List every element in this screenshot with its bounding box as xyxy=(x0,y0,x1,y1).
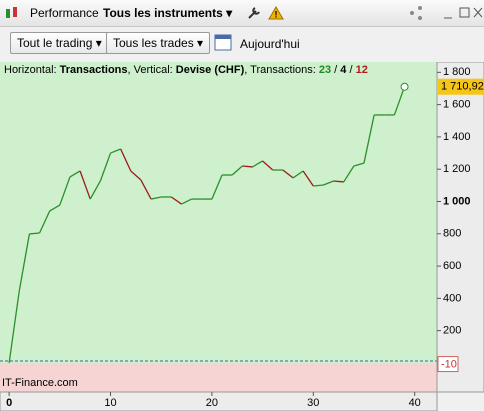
segment xyxy=(38,210,51,234)
segment xyxy=(69,170,81,178)
segment xyxy=(292,170,304,179)
segment xyxy=(262,160,274,171)
x-tick-label: 0 xyxy=(6,397,12,409)
segment xyxy=(49,204,61,212)
segment xyxy=(150,196,162,200)
caption-part: Devise (CHF) xyxy=(176,64,245,76)
caption-part: Transactions xyxy=(60,64,128,76)
segment xyxy=(313,184,324,187)
label: Tous les instruments xyxy=(103,6,223,20)
y-tick-label: 1 800 xyxy=(443,66,471,78)
segment xyxy=(252,160,263,168)
plot-negative xyxy=(0,362,437,392)
segment xyxy=(89,180,101,200)
calendar-icon[interactable] xyxy=(214,33,234,53)
segment xyxy=(130,170,142,181)
marker-box xyxy=(437,356,459,373)
x-tick-label: 30 xyxy=(307,397,319,409)
caption-part: , Transactions: xyxy=(244,64,319,76)
plot-positive xyxy=(0,62,437,363)
segment xyxy=(170,196,182,205)
tab[interactable]: Performance xyxy=(30,6,99,20)
window-icons[interactable] xyxy=(406,4,484,22)
point xyxy=(400,82,409,91)
segment xyxy=(282,169,294,179)
segment xyxy=(333,180,344,183)
segment xyxy=(140,179,152,200)
segment xyxy=(343,165,355,183)
segment xyxy=(99,152,112,182)
app-icon xyxy=(6,7,17,18)
watermark: IT-Finance.com xyxy=(2,377,78,389)
segment xyxy=(393,86,406,116)
y-tick-label: 600 xyxy=(443,260,461,272)
segment xyxy=(18,233,31,292)
segment xyxy=(79,170,91,200)
svg-text:!: ! xyxy=(275,9,278,19)
caption: Horizontal: Transactions, Vertical: Devi… xyxy=(4,64,368,76)
caption-part: / xyxy=(331,64,340,76)
y-tick-label: 1 400 xyxy=(443,131,471,143)
segment xyxy=(120,148,132,172)
segment xyxy=(231,165,243,176)
y-tick-label: 400 xyxy=(443,292,461,304)
label: Tout le trading xyxy=(17,36,93,50)
y-tick-label: 800 xyxy=(443,228,461,240)
segment xyxy=(181,198,192,205)
caption-part: , Vertical: xyxy=(128,64,176,76)
x-tick-label: 10 xyxy=(104,397,116,409)
segment xyxy=(302,170,314,187)
segment xyxy=(363,114,375,164)
segment xyxy=(110,148,121,154)
caption-part: 4 xyxy=(340,64,347,76)
y-tick-label: 1 200 xyxy=(443,163,471,175)
label: Tous les trades xyxy=(113,36,194,50)
value-label-box xyxy=(438,78,484,95)
trading-filter[interactable]: Tout le trading ▾ xyxy=(10,32,109,54)
caption-part: 12 xyxy=(356,64,368,76)
y-axis-bg xyxy=(436,62,484,393)
segment xyxy=(323,180,334,186)
x-tick-label: 40 xyxy=(409,397,421,409)
y-tick-label: 1 600 xyxy=(443,99,471,111)
x-tick-label: 20 xyxy=(206,397,218,409)
segment xyxy=(242,165,253,168)
segment xyxy=(29,232,40,235)
instrument-select[interactable]: Tous les instruments ▾ xyxy=(103,6,233,20)
segment xyxy=(211,174,223,200)
trades-filter[interactable]: Tous les trades ▾ xyxy=(106,32,211,54)
caption-part: 23 xyxy=(319,64,331,76)
segment xyxy=(59,176,71,206)
value-label: 1 710,92 xyxy=(441,81,484,93)
toolbar: Performance Tous les instruments ▾ ! xyxy=(0,0,484,27)
segment xyxy=(353,162,365,167)
tool-icons[interactable]: ! xyxy=(246,5,286,21)
x-axis-bg xyxy=(0,391,438,411)
caption-part: Horizontal: xyxy=(4,64,60,76)
y-tick-label: 1 000 xyxy=(443,195,471,207)
chart: 200 400 600 800 1 000 1 200 1 400 1 600 1 800 0 10… xyxy=(0,62,484,411)
marker-label: -10 xyxy=(441,358,457,370)
segment xyxy=(8,290,20,364)
date-label[interactable]: Aujourd'hui xyxy=(240,37,300,51)
caption-part: / xyxy=(346,64,355,76)
y-tick-label: 200 xyxy=(443,325,461,337)
